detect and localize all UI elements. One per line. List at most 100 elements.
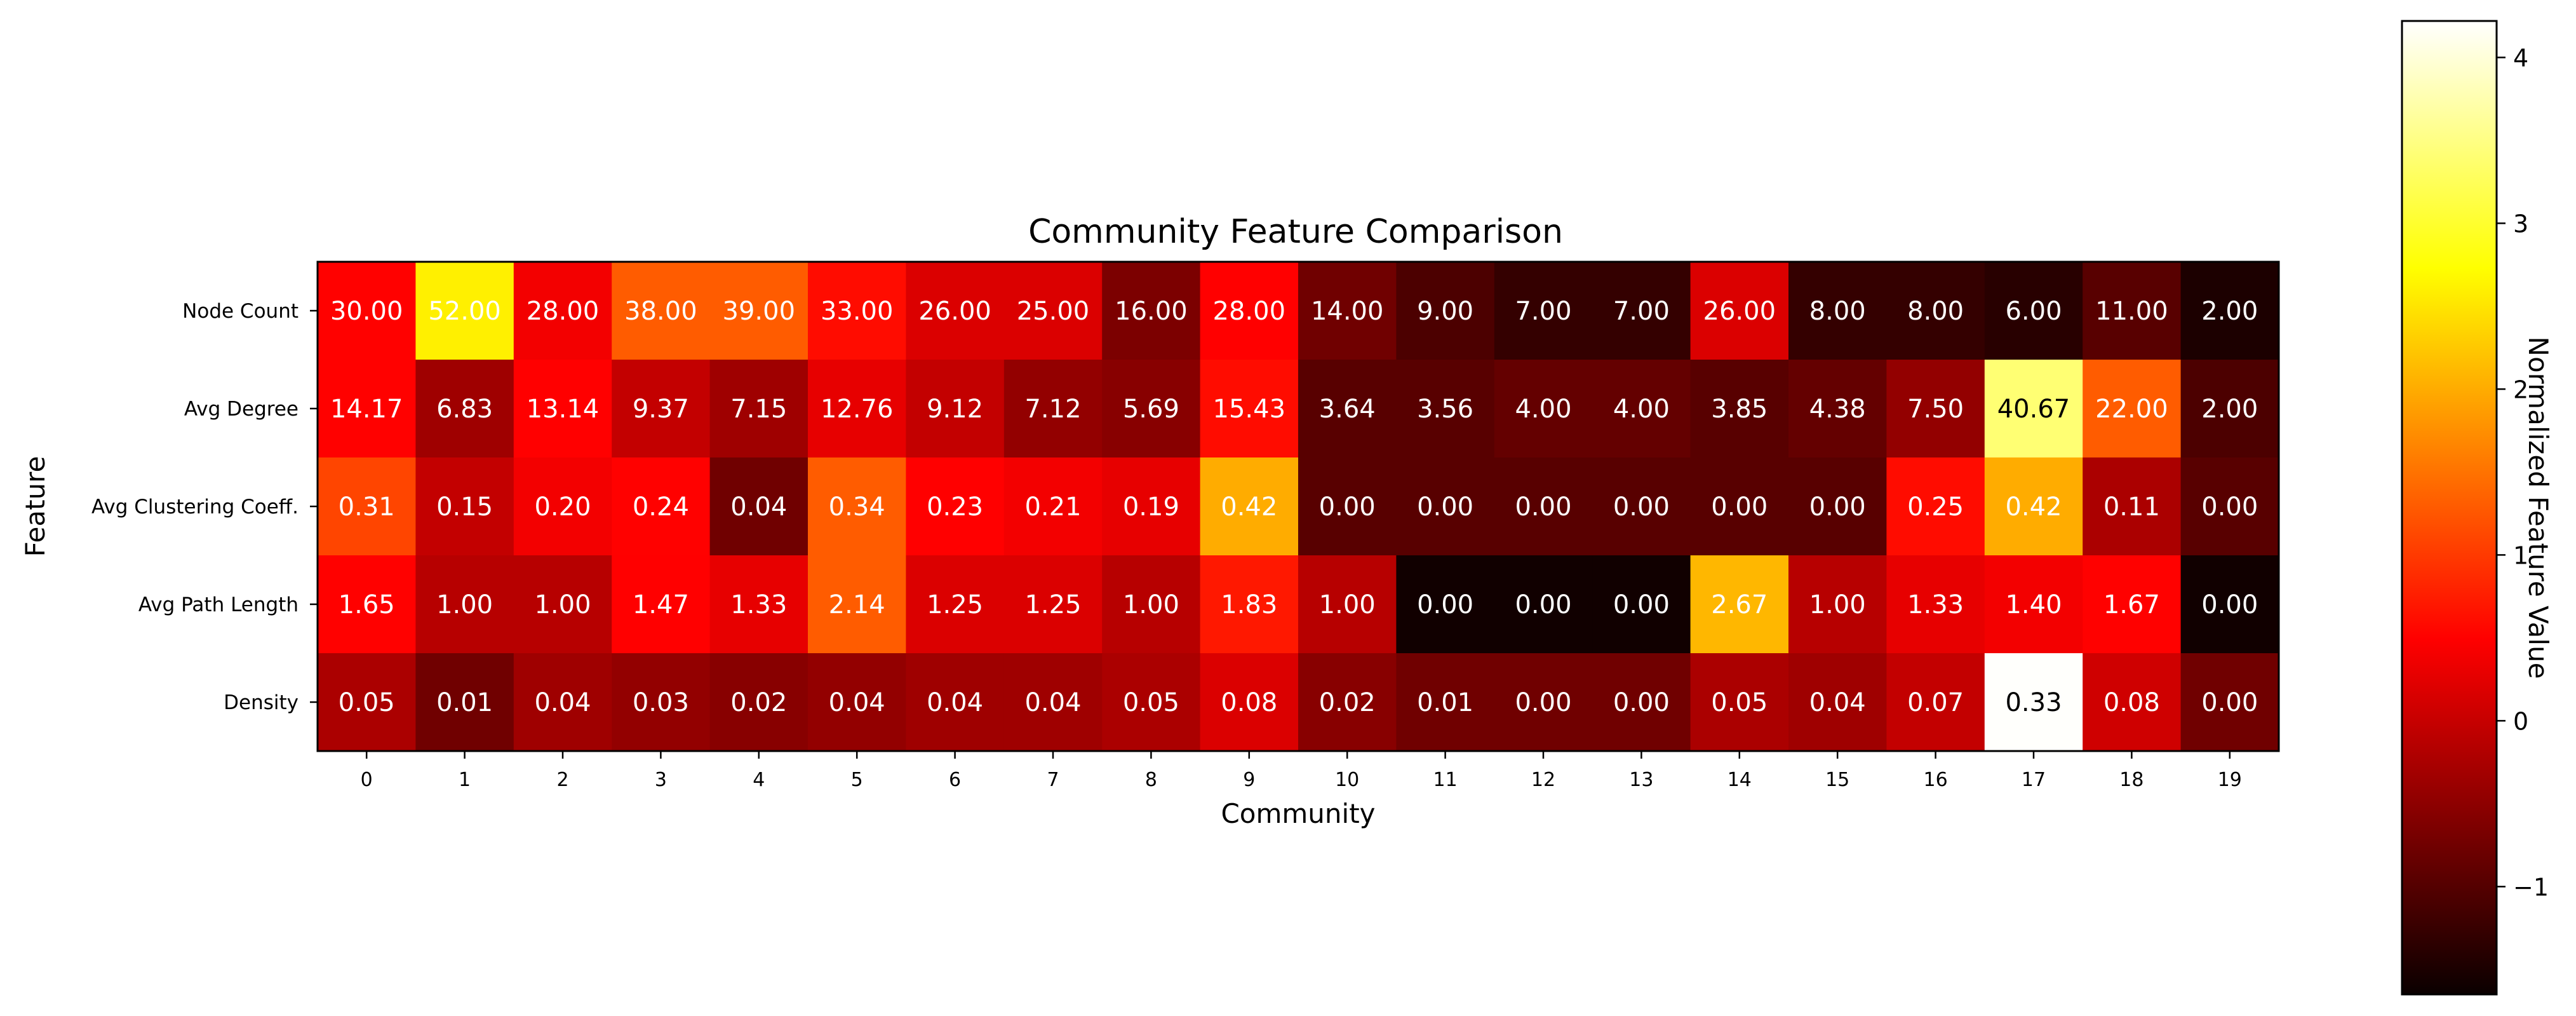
- heatmap-cell: [1102, 653, 1201, 752]
- x-tick-label: 5: [851, 769, 863, 791]
- cell-value-label: 0.00: [2201, 688, 2258, 717]
- cell-value-label: 0.24: [633, 492, 689, 522]
- cell-value-label: 14.17: [330, 395, 403, 424]
- heatmap-cell: [1494, 555, 1593, 654]
- heatmap-cell: [612, 653, 711, 752]
- cell-value-label: 3.56: [1417, 395, 1473, 424]
- heatmap-cell: [1788, 262, 1887, 360]
- x-tick-label: 10: [1335, 769, 1359, 791]
- cell-value-label: 0.23: [927, 492, 983, 522]
- cell-value-label: 16.00: [1115, 297, 1188, 326]
- cell-value-label: 0.00: [1613, 688, 1670, 717]
- heatmap-cell: [513, 262, 612, 360]
- cell-value-label: 0.04: [829, 688, 885, 717]
- heatmap-cell: [1003, 360, 1103, 458]
- cell-value-label: 0.00: [2201, 590, 2258, 620]
- cell-value-label: 1.00: [1123, 590, 1179, 620]
- cell-value-label: 38.00: [624, 297, 697, 326]
- cell-value-label: 0.02: [1319, 688, 1376, 717]
- cell-value-label: 52.00: [428, 297, 501, 326]
- heatmap-cell: [2180, 555, 2279, 654]
- heatmap-cell: [318, 653, 416, 752]
- cell-value-label: 40.67: [1997, 395, 2070, 424]
- heatmap-cell: [1592, 360, 1691, 458]
- heatmap-cell: [709, 653, 808, 752]
- heatmap-cell: [1690, 555, 1789, 654]
- cell-value-label: 26.00: [1703, 297, 1776, 326]
- cell-value-label: 1.25: [1024, 590, 1081, 620]
- heatmap-cell: [1298, 653, 1397, 752]
- heatmap-cell: [1690, 360, 1789, 458]
- heatmap-cell: [1003, 262, 1103, 360]
- heatmap-cell: [1200, 457, 1299, 556]
- heatmap-cell: [415, 457, 514, 556]
- cell-value-label: 26.00: [918, 297, 991, 326]
- x-tick-label: 11: [1433, 769, 1458, 791]
- heatmap-cell: [612, 360, 711, 458]
- heatmap-cell: [1102, 555, 1201, 654]
- heatmap-cell: [612, 262, 711, 360]
- chart-title: Community Feature Comparison: [1028, 213, 1563, 251]
- heatmap-cell: [318, 262, 416, 360]
- heatmap-cell: [1984, 653, 2083, 752]
- heatmap-cell: [1396, 653, 1495, 752]
- cell-value-label: 0.34: [829, 492, 885, 522]
- cell-value-label: 9.37: [633, 395, 689, 424]
- heatmap-cell: [1788, 360, 1887, 458]
- colorbar-label: Normalized Feature Value: [2523, 337, 2554, 679]
- cell-value-label: 0.20: [534, 492, 591, 522]
- heatmap-cell: [415, 653, 514, 752]
- heatmap-cell: [513, 653, 612, 752]
- heatmap-cell: [415, 555, 514, 654]
- cell-value-label: 0.25: [1907, 492, 1964, 522]
- colorbar-tick-label: 4: [2513, 44, 2528, 72]
- cell-value-label: 0.00: [1613, 492, 1670, 522]
- colorbar: [2401, 20, 2498, 996]
- heatmap-cell: [1984, 262, 2083, 360]
- heatmap-cell: [1788, 555, 1887, 654]
- cell-value-label: 7.15: [730, 395, 787, 424]
- cell-value-label: 0.00: [1809, 492, 1866, 522]
- x-tick-label: 4: [753, 769, 765, 791]
- cell-value-label: 0.04: [534, 688, 591, 717]
- cell-value-label: 22.00: [2095, 395, 2168, 424]
- cell-value-label: 0.31: [339, 492, 395, 522]
- heatmap-cell: [1102, 262, 1201, 360]
- cell-value-label: 1.40: [2005, 590, 2062, 620]
- heatmap-cell: [2083, 360, 2182, 458]
- heatmap-cell: [906, 262, 1005, 360]
- heatmap-cell: [1003, 653, 1103, 752]
- cell-value-label: 1.00: [534, 590, 591, 620]
- cell-value-label: 39.00: [723, 297, 796, 326]
- cell-value-label: 0.00: [1515, 688, 1571, 717]
- cell-value-label: 0.00: [1319, 492, 1376, 522]
- cell-value-label: 14.00: [1311, 297, 1384, 326]
- heatmap-cell: [318, 555, 416, 654]
- heatmap-cell: [808, 360, 906, 458]
- y-axis-label: Feature: [20, 456, 51, 557]
- heatmap-cell: [906, 457, 1005, 556]
- heatmap-cell: [1396, 555, 1495, 654]
- heatmap-cell: [1396, 262, 1495, 360]
- heatmap-cell: [1886, 653, 1985, 752]
- x-tick-label: 1: [459, 769, 471, 791]
- cell-value-label: 3.64: [1319, 395, 1376, 424]
- heatmap-cell: [1200, 653, 1299, 752]
- x-tick-label: 12: [1531, 769, 1555, 791]
- cell-value-label: 2.00: [2201, 297, 2258, 326]
- heatmap-cell: [1788, 653, 1887, 752]
- cell-value-label: 1.25: [927, 590, 983, 620]
- x-tick-label: 17: [2022, 769, 2046, 791]
- heatmap-cell: [1396, 360, 1495, 458]
- heatmap-cell: [513, 555, 612, 654]
- cell-value-label: 1.83: [1221, 590, 1277, 620]
- cell-value-label: 0.42: [1221, 492, 1277, 522]
- cell-value-label: 2.14: [829, 590, 885, 620]
- heatmap-cell: [1200, 262, 1299, 360]
- heatmap-cell: [318, 360, 416, 458]
- heatmap-cell: [1690, 653, 1789, 752]
- heatmap-cell: [808, 555, 906, 654]
- cell-value-label: 12.76: [821, 395, 894, 424]
- cell-value-label: 25.00: [1017, 297, 1090, 326]
